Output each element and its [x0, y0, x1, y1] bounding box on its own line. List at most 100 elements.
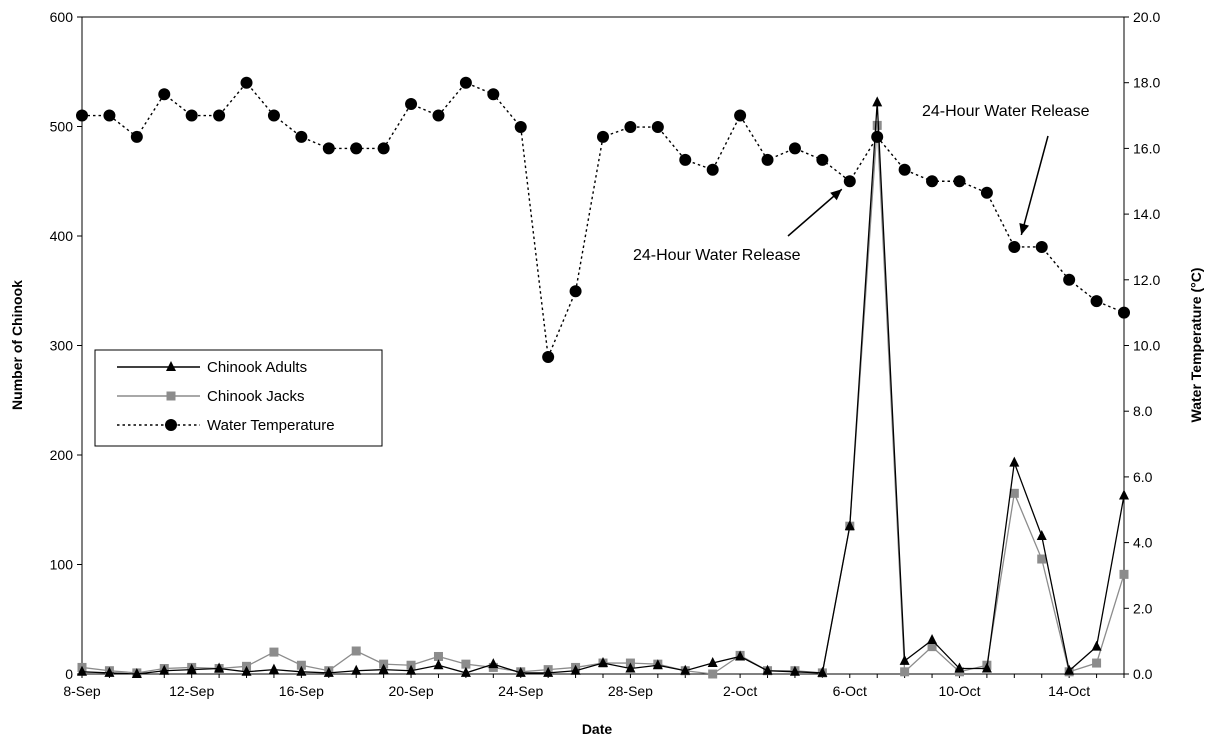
- data-point: [1063, 273, 1076, 286]
- data-point: [817, 666, 828, 677]
- data-point: [240, 76, 253, 89]
- x-tick-label: 14-Oct: [1048, 683, 1090, 699]
- legend-marker: [166, 391, 176, 401]
- series-water-temperature: [76, 76, 1130, 363]
- series-chinook-adults: [77, 96, 1129, 678]
- legend-label: Chinook Jacks: [207, 388, 305, 405]
- data-point: [268, 663, 279, 674]
- x-tick-label: 12-Sep: [169, 683, 214, 699]
- data-point: [432, 109, 445, 122]
- data-point: [762, 664, 773, 675]
- x-axis-title: Date: [582, 721, 613, 737]
- right-tick-label: 18.0: [1133, 75, 1160, 91]
- legend-marker: [165, 419, 177, 431]
- right-axis-title: Water Temperature (°C): [1188, 268, 1204, 423]
- data-point: [844, 520, 855, 531]
- data-point: [625, 662, 636, 673]
- right-tick-label: 16.0: [1133, 140, 1160, 156]
- left-axis-ticks: 0 100 200 300 400 500 600: [50, 9, 82, 682]
- data-point: [543, 666, 554, 677]
- right-tick-label: 20.0: [1133, 9, 1160, 25]
- series-line: [82, 81, 1125, 360]
- data-point: [214, 662, 225, 673]
- data-point: [322, 142, 335, 155]
- left-tick-label: 200: [50, 447, 74, 463]
- data-point: [1090, 295, 1103, 308]
- data-point: [707, 657, 718, 668]
- x-tick-label: 8-Sep: [63, 683, 101, 699]
- data-point: [1092, 658, 1102, 668]
- legend-entry: Chinook Jacks: [117, 388, 305, 405]
- data-point: [871, 130, 884, 143]
- data-point: [350, 142, 363, 155]
- right-tick-label: 4.0: [1133, 535, 1153, 551]
- data-point: [899, 654, 910, 665]
- right-tick-label: 14.0: [1133, 206, 1160, 222]
- data-point: [954, 662, 965, 673]
- data-point: [816, 153, 829, 166]
- data-point: [706, 163, 719, 176]
- left-tick-label: 0: [65, 666, 73, 682]
- data-point: [103, 109, 116, 122]
- data-point: [130, 130, 143, 143]
- data-point: [761, 153, 774, 166]
- left-tick-label: 500: [50, 119, 74, 135]
- data-point: [241, 665, 252, 676]
- data-point: [460, 666, 471, 677]
- x-tick-label: 24-Sep: [498, 683, 543, 699]
- data-point: [351, 646, 361, 656]
- legend-entry: Water Temperature: [117, 417, 335, 434]
- data-point: [927, 634, 938, 645]
- x-tick-label: 2-Oct: [723, 683, 757, 699]
- series-layer: [76, 76, 1130, 679]
- legend-label: Water Temperature: [207, 417, 335, 434]
- data-point: [405, 98, 418, 111]
- annotation-label: 24-Hour Water Release: [922, 103, 1090, 120]
- data-point: [104, 666, 115, 677]
- data-point: [433, 659, 444, 670]
- data-point: [980, 186, 993, 199]
- x-tick-label: 20-Sep: [388, 683, 433, 699]
- x-axis-ticks: 8-Sep 12-Sep 16-Sep 20-Sep 24-Sep 28-Sep 2-Oct…: [63, 674, 1125, 699]
- data-point: [734, 109, 747, 122]
- data-point: [1091, 640, 1102, 651]
- data-point: [323, 666, 334, 677]
- data-point: [597, 130, 609, 143]
- data-point: [843, 175, 856, 188]
- data-point: [515, 666, 526, 677]
- data-point: [680, 664, 691, 675]
- data-point: [1008, 240, 1021, 253]
- data-point: [651, 121, 664, 134]
- data-point: [296, 660, 306, 670]
- data-point: [898, 163, 911, 176]
- left-tick-label: 300: [50, 338, 74, 354]
- data-point: [542, 350, 555, 363]
- data-point: [185, 109, 198, 122]
- left-tick-label: 600: [50, 9, 74, 25]
- data-point: [1118, 306, 1130, 319]
- data-point: [351, 664, 362, 675]
- data-point: [158, 88, 171, 101]
- data-point: [76, 109, 88, 122]
- data-point: [981, 662, 992, 673]
- data-point: [624, 121, 637, 134]
- right-tick-label: 6.0: [1133, 469, 1153, 485]
- data-point: [1036, 530, 1047, 541]
- data-point: [570, 664, 581, 675]
- right-tick-label: 0.0: [1133, 666, 1153, 682]
- data-point: [679, 153, 692, 166]
- legend-box: [94, 349, 383, 447]
- data-point: [269, 647, 279, 657]
- data-point: [459, 76, 472, 89]
- legend-label: Chinook Adults: [207, 359, 307, 376]
- annotation-label: 24-Hour Water Release: [633, 247, 801, 264]
- data-point: [1064, 664, 1075, 675]
- right-tick-label: 2.0: [1133, 600, 1153, 616]
- data-point: [159, 664, 170, 675]
- data-point: [598, 657, 608, 668]
- data-point: [487, 88, 500, 101]
- data-point: [296, 665, 307, 676]
- left-axis-title: Number of Chinook: [9, 280, 25, 410]
- data-point: [406, 664, 417, 675]
- data-point: [77, 665, 87, 676]
